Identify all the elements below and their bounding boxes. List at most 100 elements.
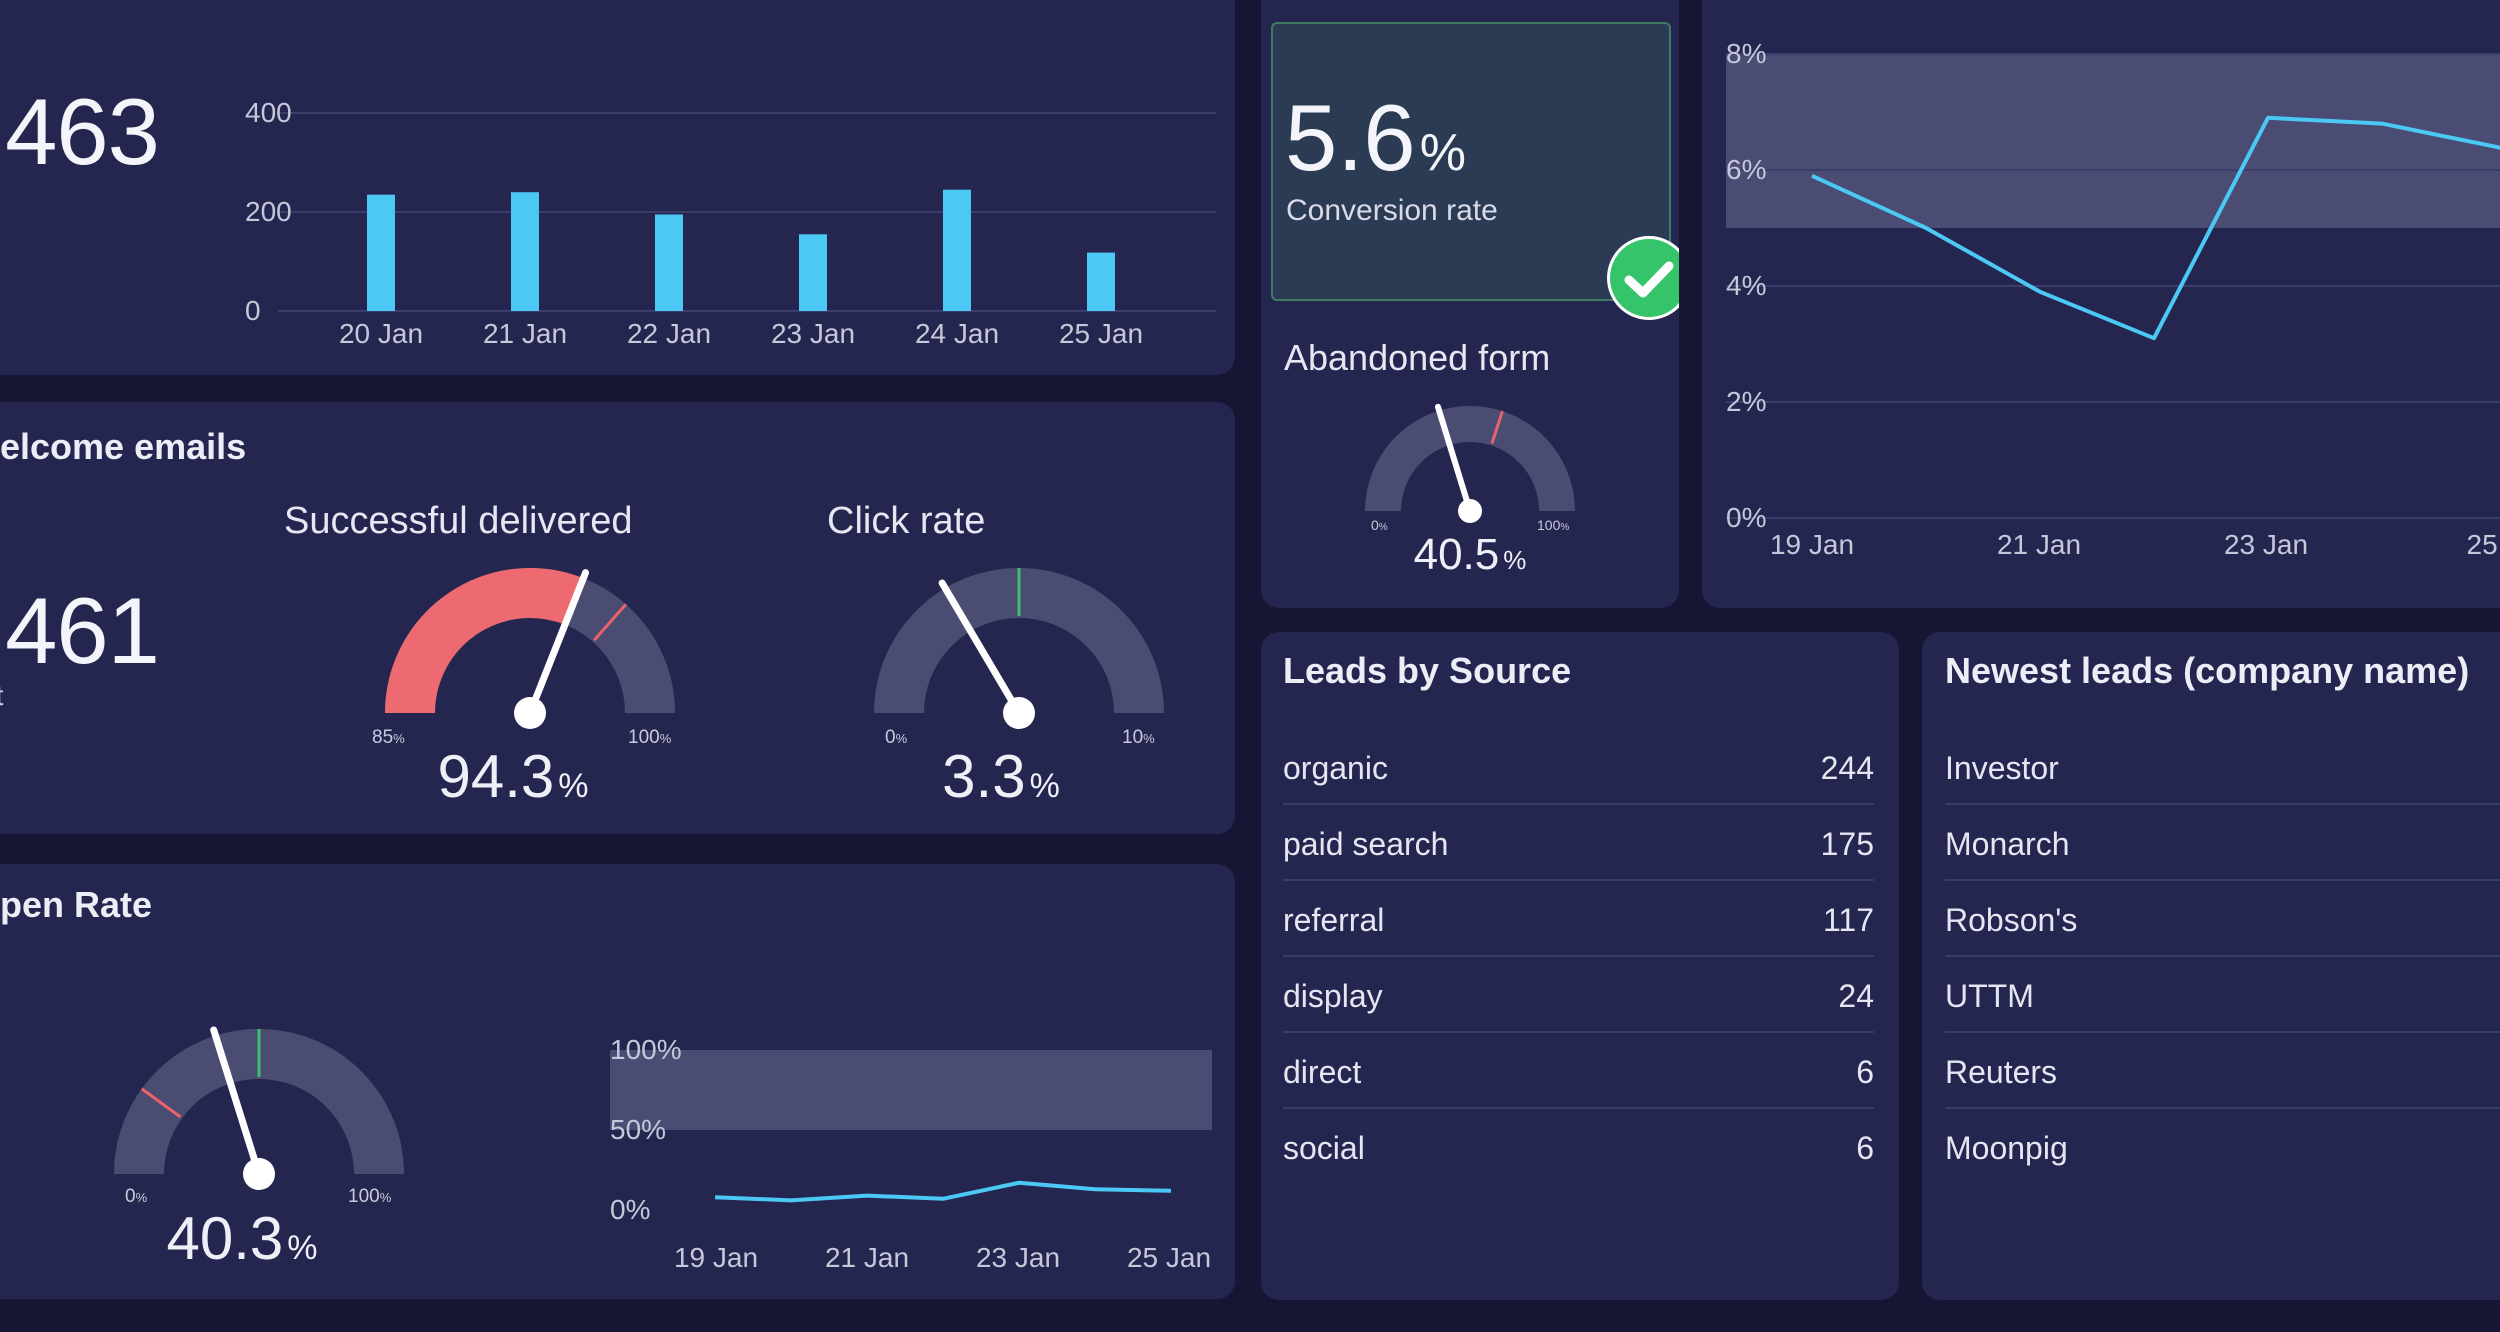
source-label: paid search	[1283, 826, 1449, 862]
x-tick-label: 25 J	[2467, 529, 2500, 560]
list-item: Reuters	[1945, 1032, 2500, 1109]
source-label: display	[1283, 978, 1383, 1014]
source-label: direct	[1283, 1054, 1362, 1090]
source-count: 175	[1820, 826, 1874, 862]
source-count: 24	[1838, 978, 1874, 1014]
range-band	[1726, 54, 2500, 228]
bar	[943, 189, 971, 311]
welcome-emails-title: elcome emails	[0, 426, 247, 467]
click-rate-gauge-title: Click rate	[827, 500, 986, 542]
trend-line-chart: 8% 6% 4% 2% 0%19 Jan 21 Jan 23 Jan 25 J	[1726, 38, 2500, 560]
open-rate-gauge	[114, 1026, 404, 1190]
bar	[1087, 252, 1115, 311]
y-tick-label: 100%	[610, 1034, 682, 1065]
x-tick-label: 25 Jan	[1127, 1242, 1211, 1273]
company-name: Monarch	[1945, 826, 2070, 862]
abandoned-form-title: Abandoned form	[1284, 337, 1551, 378]
abandoned-gauge-value: 40.5%	[1413, 530, 1527, 579]
visits-bar-chart: 400 200 0 20 Jan 21 Jan 22 Jan 23 Jan 24 Jan 25 …	[245, 97, 1216, 349]
table-row: organic 244	[1283, 728, 1874, 805]
bar	[367, 194, 395, 311]
abandoned-form-gauge	[1365, 403, 1575, 523]
conversion-card[interactable]: 5.6% Conversion rate	[1271, 22, 1671, 301]
abandoned-gauge-min: 0%	[1371, 517, 1388, 533]
x-tick-label: 22 Jan	[627, 318, 711, 349]
gauge-fill	[385, 568, 584, 714]
gauge-track	[1365, 406, 1575, 512]
table-row: paid search 175	[1283, 804, 1874, 881]
welcome-emails-total-label: nt	[0, 680, 3, 712]
open-gauge-value: 40.3%	[166, 1205, 318, 1272]
delivered-gauge-title: Successful delivered	[284, 500, 633, 542]
x-tick-label: 23 Jan	[2224, 529, 2308, 560]
source-label: organic	[1283, 750, 1388, 786]
gauge-needle	[1434, 403, 1473, 514]
table-row: social 6	[1283, 1108, 1874, 1183]
y-tick-label: 2%	[1726, 386, 1766, 417]
success-check-icon	[1607, 236, 1679, 320]
conversion-label: Conversion rate	[1286, 194, 1498, 227]
conversion-panel: 5.6% Conversion rate Abandoned form 0% 1…	[1261, 0, 1679, 608]
y-tick-label: 6%	[1726, 154, 1766, 185]
x-tick-label: 19 Jan	[674, 1242, 758, 1273]
series-line	[714, 1180, 1172, 1203]
table-row: referral 117	[1283, 880, 1874, 957]
list-item: Robson's	[1945, 880, 2500, 957]
x-tick-label: 23 Jan	[976, 1242, 1060, 1273]
bar	[655, 214, 683, 311]
y-tick-label: 200	[245, 196, 292, 227]
welcome-emails-panel: elcome emails ,461 nt Successful deliver…	[0, 402, 1235, 834]
open-rate-line-chart: 100% 50% 0% 19 Jan 21 Jan 23 Jan 25 Jan	[610, 1034, 1212, 1273]
click-gauge-min: 0%	[885, 727, 908, 748]
x-tick-label: 25 Jan	[1059, 318, 1143, 349]
gauge-needle	[526, 569, 590, 717]
x-tick-label: 21 Jan	[825, 1242, 909, 1273]
abandoned-gauge-max: 100%	[1537, 517, 1570, 533]
bar	[511, 192, 539, 311]
y-tick-label: 8%	[1726, 38, 1766, 69]
source-count: 6	[1856, 1054, 1874, 1090]
y-tick-label: 400	[245, 97, 292, 128]
delivered-gauge-max: 100%	[628, 727, 672, 748]
gauge-marker	[1490, 410, 1504, 444]
newest-leads-title: Newest leads (company name)	[1945, 650, 2470, 691]
y-tick-label: 4%	[1726, 270, 1766, 301]
newest-leads-panel: Newest leads (company name) Investor Mon…	[1922, 632, 2500, 1300]
visits-total-label: al	[0, 198, 2, 230]
source-count: 117	[1822, 902, 1874, 938]
x-tick-label: 24 Jan	[915, 318, 999, 349]
range-band	[610, 1050, 1212, 1130]
visits-panel: ,463 al 400 200 0 20 Jan 21 Jan 22 Jan 23 Jan 2…	[0, 0, 1235, 375]
company-name: Moonpig	[1945, 1130, 2068, 1166]
x-tick-label: 20 Jan	[339, 318, 423, 349]
delivered-gauge-value: 94.3%	[437, 743, 589, 810]
gauge-needle	[210, 1026, 263, 1178]
trend-panel: 8% 6% 4% 2% 0%19 Jan 21 Jan 23 Jan 25 J	[1702, 0, 2500, 608]
y-tick-label: 0%	[610, 1194, 650, 1225]
bar	[799, 234, 827, 311]
open-rate-panel: pen Rate 0% 100% 40.3% 100% 50% 0% 19 Jan 21…	[0, 864, 1235, 1299]
gauge-hub	[514, 697, 546, 729]
conversion-value: 5.6%	[1285, 85, 1466, 190]
y-tick-label: 0%	[1726, 502, 1766, 533]
gauge-needle	[938, 579, 1023, 717]
source-count: 244	[1820, 750, 1874, 786]
source-label: referral	[1283, 902, 1385, 938]
x-tick-label: 21 Jan	[1997, 529, 2081, 560]
gauge-hub	[1458, 499, 1482, 523]
delivered-gauge	[385, 568, 1164, 729]
list-item: UTTM	[1945, 956, 2500, 1033]
y-tick-label: 50%	[610, 1114, 666, 1145]
x-tick-label: 21 Jan	[483, 318, 567, 349]
delivered-gauge-min: 85%	[372, 727, 405, 748]
company-name: UTTM	[1945, 978, 2034, 1014]
company-name: Reuters	[1945, 1054, 2058, 1090]
series-line	[1811, 115, 2500, 341]
company-name: Investor	[1945, 750, 2059, 786]
list-item: Monarch	[1945, 804, 2500, 881]
y-tick-label: 0	[245, 295, 261, 326]
click-gauge-value: 3.3%	[942, 743, 1060, 810]
source-label: social	[1283, 1130, 1365, 1166]
click-gauge-max: 10%	[1122, 727, 1155, 748]
x-tick-label: 23 Jan	[771, 318, 855, 349]
